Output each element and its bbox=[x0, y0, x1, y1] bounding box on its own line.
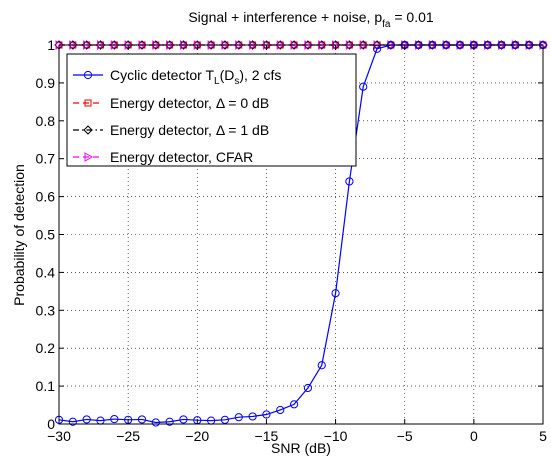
legend-label-subscript: L bbox=[214, 76, 220, 87]
data-point bbox=[234, 413, 243, 422]
x-axis-label: SNR (dB) bbox=[271, 440, 331, 456]
legend-label: Energy detector, CFAR bbox=[110, 149, 253, 165]
chart-title-tail: = 0.01 bbox=[390, 9, 433, 25]
data-point bbox=[303, 383, 313, 393]
legend-label-part: (D bbox=[220, 67, 235, 83]
legend-box bbox=[66, 53, 357, 167]
legend-entry: Energy detector, Δ = 0 dB bbox=[73, 95, 269, 111]
y-tick-label: 1 bbox=[47, 37, 55, 53]
legend: Cyclic detector TL(Ds), 2 cfs Energy dete… bbox=[66, 53, 357, 167]
y-tick-label: 0.9 bbox=[36, 75, 56, 91]
y-tick-label: 0.7 bbox=[36, 151, 56, 167]
data-point bbox=[179, 415, 188, 424]
y-tick-label: 0.1 bbox=[36, 378, 56, 394]
data-point bbox=[359, 82, 368, 91]
y-tick-label: 0.5 bbox=[36, 227, 56, 243]
data-point bbox=[345, 177, 354, 186]
data-point bbox=[248, 412, 257, 421]
y-tick-label: 0.4 bbox=[36, 264, 56, 280]
y-tick-label: 0.3 bbox=[36, 302, 56, 318]
legend-entry: Energy detector, Δ = 1 dB bbox=[73, 122, 269, 138]
legend-label: Cyclic detector TL(Ds), 2 cfs bbox=[110, 67, 281, 87]
legend-entry: Energy detector, CFAR bbox=[73, 149, 253, 165]
x-tick-label: −30 bbox=[47, 428, 71, 444]
legend-label-part: Cyclic detector T bbox=[110, 67, 214, 83]
legend-marker bbox=[83, 125, 93, 135]
legend-entries: Cyclic detector TL(Ds), 2 cfs Energy dete… bbox=[73, 67, 281, 165]
legend-label-subscript: s bbox=[234, 76, 239, 87]
data-point bbox=[165, 417, 174, 426]
chart-title-subscript: fa bbox=[382, 19, 391, 30]
legend-label: Energy detector, Δ = 1 dB bbox=[110, 122, 269, 138]
y-tick-label: 0.8 bbox=[36, 113, 56, 129]
x-tick-label: −15 bbox=[255, 428, 279, 444]
data-point bbox=[68, 417, 77, 426]
chart-title-main: Signal + interference + noise, p bbox=[188, 9, 382, 25]
data-point bbox=[276, 405, 285, 415]
x-tick-label: −5 bbox=[397, 428, 413, 444]
legend-entry: Cyclic detector TL(Ds), 2 cfs bbox=[73, 67, 281, 87]
data-point bbox=[220, 415, 230, 424]
legend-label-part: ), 2 cfs bbox=[239, 67, 281, 83]
legend-marker bbox=[84, 99, 92, 107]
data-point bbox=[110, 414, 119, 424]
legend-marker bbox=[83, 70, 93, 80]
data-point bbox=[82, 415, 91, 424]
data-point bbox=[137, 415, 147, 424]
x-tick-labels: −30 −25 −20 −15 −10 −5 0 5 bbox=[47, 428, 547, 444]
y-tick-labels: 0 0.1 0.2 0.3 0.4 0.5 0.6 0.7 0.8 0.9 1 bbox=[36, 37, 56, 432]
x-tick-label: −25 bbox=[116, 428, 140, 444]
x-tick-label: −10 bbox=[324, 428, 348, 444]
data-point bbox=[331, 289, 340, 298]
axis-ticks bbox=[58, 44, 544, 425]
x-tick-label: 0 bbox=[470, 428, 478, 444]
data-point bbox=[151, 418, 160, 427]
x-tick-label: 5 bbox=[539, 428, 547, 444]
y-tick-label: 0.2 bbox=[36, 340, 56, 356]
x-tick-label: −20 bbox=[185, 428, 209, 444]
chart-title: Signal + interference + noise, pfa = 0.0… bbox=[188, 9, 434, 30]
data-point bbox=[289, 400, 299, 409]
y-tick-label: 0 bbox=[47, 416, 55, 432]
data-point bbox=[317, 361, 326, 370]
y-axis-label: Probability of detection bbox=[11, 164, 27, 306]
y-tick-label: 0.6 bbox=[36, 189, 56, 205]
data-point bbox=[262, 410, 271, 419]
legend-marker bbox=[84, 152, 94, 162]
legend-label: Energy detector, Δ = 0 dB bbox=[110, 95, 269, 111]
